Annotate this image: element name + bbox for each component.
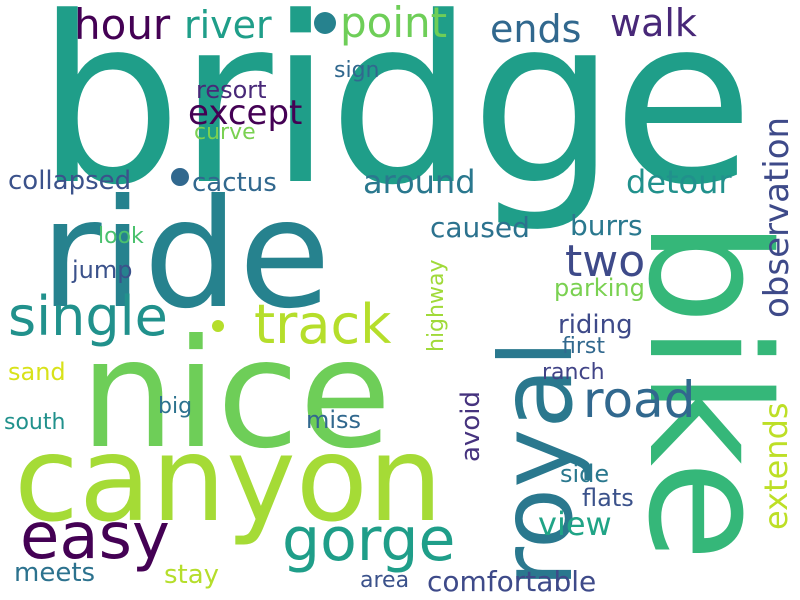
word-south: south (4, 410, 66, 435)
word-bridge: bridge (36, 0, 754, 236)
word-flats: flats (582, 484, 634, 512)
word-extends: extends (757, 402, 795, 530)
word-riding: riding (558, 310, 633, 340)
word-meets: meets (14, 558, 96, 588)
word-around: around (363, 163, 476, 201)
word-parking: parking (554, 274, 645, 302)
word-ride: ride (40, 168, 331, 342)
word-canyon: canyon (14, 410, 443, 548)
word-road: road (583, 371, 696, 429)
word-avoid: avoid (456, 391, 486, 462)
word-observation: observation (757, 116, 797, 318)
word-area: area (360, 568, 410, 593)
word-two: two (565, 236, 646, 287)
word-ends: ends (490, 7, 582, 51)
word-point: point (340, 0, 448, 47)
word-big: big (158, 394, 193, 419)
word-detour: detour (626, 163, 732, 201)
word-stay: stay (164, 560, 220, 590)
word-caused: caused (430, 211, 530, 244)
word-easy: easy (20, 500, 170, 574)
word-ranch: ranch (542, 360, 605, 385)
dot-mark-top (314, 12, 336, 34)
word-sand: sand (8, 358, 66, 386)
word-cactus: cactus (192, 168, 277, 198)
word-view: view (538, 505, 612, 543)
word-hour: hour (74, 0, 171, 49)
word-miss: miss (306, 406, 362, 434)
word-sign: sign (334, 58, 380, 83)
word-river: river (184, 3, 272, 47)
dot-mark-middle (212, 320, 224, 332)
word-curve: curve (194, 120, 256, 145)
word-walk: walk (610, 1, 697, 45)
word-nice: nice (80, 308, 392, 482)
word-highway: highway (424, 259, 449, 352)
word-burrs: burrs (570, 209, 643, 242)
word-side: side (560, 460, 610, 488)
word-collapsed: collapsed (8, 166, 132, 196)
dot-mark-left (171, 168, 189, 186)
word-first: first (562, 334, 605, 359)
word-gorge: gorge (282, 505, 456, 575)
word-comfortable: comfortable (427, 565, 597, 598)
word-except: except (188, 93, 303, 133)
word-single: single (8, 285, 168, 348)
word-track: track (254, 293, 392, 356)
word-resort: resort (196, 76, 267, 104)
word-jump: jump (72, 256, 133, 284)
word-look: look (98, 224, 144, 249)
